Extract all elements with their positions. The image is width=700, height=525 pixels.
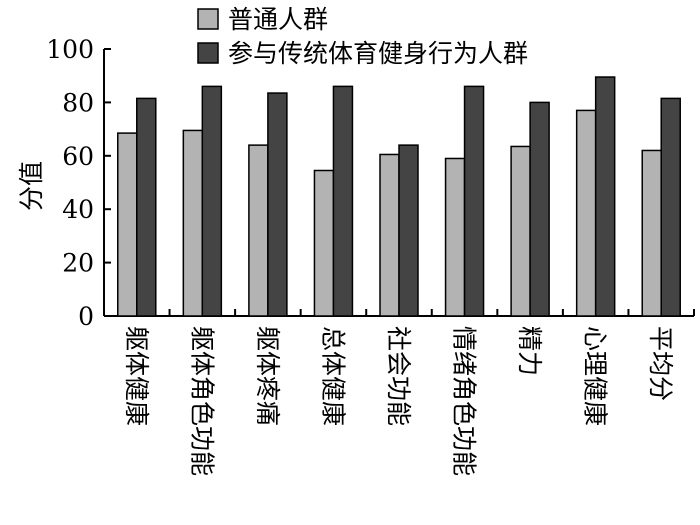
bar-traditional-sports-population	[267, 92, 288, 317]
x-tick-label: 情绪角色功能	[450, 326, 479, 476]
bar-general-population	[313, 169, 335, 317]
bar-general-population	[379, 153, 400, 317]
legend: 普通人群 参与传统体育健身行为人群	[197, 5, 528, 68]
legend-swatch-traditional-sports-population	[197, 42, 219, 64]
x-tick-label: 精力	[515, 326, 544, 376]
x-tick-label: 躯体角色功能	[187, 326, 216, 476]
legend-swatch-general-population	[197, 8, 219, 30]
x-tick-label: 躯体健康	[122, 326, 151, 426]
bar-general-population	[510, 145, 531, 317]
bar-traditional-sports-population	[529, 101, 550, 317]
bar-general-population	[248, 144, 269, 317]
y-axis-title: 分值	[17, 161, 46, 211]
y-tick-label: 80	[62, 88, 94, 117]
y-tick-label: 60	[62, 142, 94, 171]
bar-general-population	[575, 109, 597, 317]
x-tick-label: 社会功能	[384, 326, 413, 426]
bar-traditional-sports-population	[398, 144, 419, 317]
bar-general-population	[117, 132, 138, 317]
bar-traditional-sports-population	[332, 85, 354, 317]
y-tick-label: 0	[78, 302, 94, 331]
x-tick-label: 平均分	[646, 326, 675, 401]
x-tick-label: 心理健康	[581, 326, 610, 426]
bar-general-population	[641, 149, 662, 317]
y-tick-label: 100	[46, 35, 94, 64]
bar-traditional-sports-population	[594, 76, 616, 317]
bar-general-population	[182, 129, 204, 317]
y-tick-label: 40	[62, 195, 94, 224]
bar-traditional-sports-population	[201, 85, 223, 317]
bar-traditional-sports-population	[463, 85, 485, 317]
legend-label-traditional-sports-population: 参与传统体育健身行为人群	[228, 39, 528, 68]
x-tick-labels: 躯体健康 躯体角色功能 躯体疼痛 总体健康 社会功能 情绪角色功能 精力 心理健康 平均分	[122, 326, 675, 476]
x-tick-label: 总体健康	[318, 326, 347, 426]
bars	[117, 76, 681, 317]
legend-label-general-population: 普通人群	[228, 5, 328, 34]
bar-traditional-sports-population	[660, 97, 681, 317]
bar-general-population	[444, 157, 466, 317]
bar-traditional-sports-population	[136, 97, 157, 317]
y-tick-label: 20	[62, 249, 94, 278]
x-tick-label: 躯体疼痛	[253, 326, 282, 426]
